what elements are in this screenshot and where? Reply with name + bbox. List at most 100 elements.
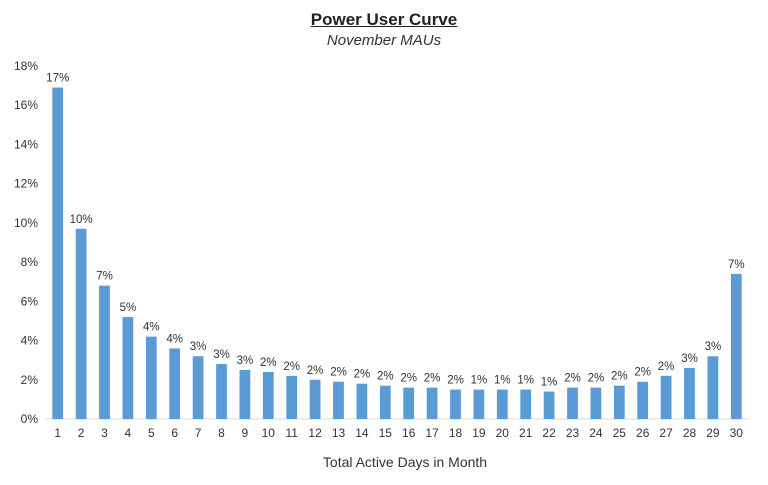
y-tick-label: 4% [21, 334, 39, 348]
bar [379, 385, 391, 419]
x-tick-label: 25 [613, 426, 627, 440]
data-label: 2% [611, 371, 628, 383]
bar [496, 389, 508, 419]
data-label: 2% [588, 373, 605, 385]
data-label: 4% [166, 333, 183, 345]
data-label: 2% [283, 361, 300, 373]
bar [286, 375, 298, 419]
x-tick-label: 22 [542, 426, 556, 440]
data-label: 1% [541, 377, 558, 389]
bar [309, 379, 321, 419]
bar [707, 356, 719, 419]
bar [333, 381, 344, 419]
x-tick-label: 23 [566, 426, 580, 440]
bar [613, 385, 625, 419]
y-tick-label: 14% [14, 137, 38, 151]
bar [403, 387, 415, 419]
data-label: 5% [120, 302, 137, 314]
y-tick-label: 10% [14, 216, 38, 230]
x-tick-label: 5 [148, 426, 155, 440]
x-tick-label: 7 [195, 426, 202, 440]
data-label: 2% [307, 365, 324, 377]
data-label: 4% [143, 322, 160, 334]
bar [730, 273, 742, 419]
data-label: 7% [96, 271, 113, 283]
data-labels-group: 17% 10% 7% 5% 4% 4% 3% 3% 3% 2% 2% 2% 2% 2% 2% 2% 2% 2% 1%… [46, 73, 744, 389]
data-label: 2% [634, 367, 651, 379]
x-tick-label: 1 [54, 426, 61, 440]
data-label: 2% [400, 373, 417, 385]
x-axis-title: Total Active Days in Month [323, 454, 487, 470]
data-label: 2% [447, 375, 464, 387]
x-tick-label: 18 [449, 426, 463, 440]
data-label: 3% [681, 353, 698, 365]
bar [239, 369, 251, 419]
data-label: 3% [237, 355, 254, 367]
y-tick-label: 16% [14, 98, 38, 112]
x-tick-label: 20 [496, 426, 510, 440]
x-tick-label: 19 [472, 426, 486, 440]
x-axis: 1 2 3 4 5 6 7 8 9 10 11 12 13 14 15 16 17 18 19 20 21 22 23 24 2… [54, 426, 743, 440]
x-tick-label: 21 [519, 426, 533, 440]
bar [216, 364, 227, 419]
data-label: 1% [517, 375, 534, 387]
bar [543, 391, 555, 419]
data-label: 2% [424, 373, 441, 385]
data-label: 1% [471, 375, 488, 387]
bar [192, 356, 204, 419]
chart-title: Power User Curve [310, 10, 458, 29]
data-label: 2% [377, 371, 394, 383]
x-tick-label: 28 [683, 426, 697, 440]
x-tick-label: 17 [425, 426, 439, 440]
bar [99, 285, 110, 419]
bar [52, 87, 64, 420]
x-tick-label: 16 [402, 426, 416, 440]
x-tick-label: 3 [101, 426, 108, 440]
y-tick-label: 0% [21, 412, 39, 426]
data-label: 7% [728, 259, 745, 271]
y-tick-label: 18% [14, 59, 38, 73]
x-tick-label: 12 [308, 426, 322, 440]
x-tick-label: 10 [262, 426, 276, 440]
x-tick-label: 9 [242, 426, 249, 440]
x-tick-label: 15 [379, 426, 393, 440]
x-tick-label: 6 [171, 426, 178, 440]
x-tick-label: 14 [355, 426, 369, 440]
bar [169, 348, 181, 419]
y-axis: 0% 2% 4% 6% 8% 10% 12% 14% 16% 18% [14, 59, 38, 426]
bar [145, 336, 157, 419]
bar [450, 389, 461, 419]
data-label: 2% [658, 361, 675, 373]
y-tick-label: 12% [14, 177, 38, 191]
bar [590, 387, 602, 419]
bar [473, 389, 485, 419]
x-tick-label: 13 [332, 426, 346, 440]
x-tick-label: 2 [78, 426, 85, 440]
data-label: 3% [213, 349, 230, 361]
data-label: 2% [564, 373, 581, 385]
data-label: 10% [70, 214, 93, 226]
bar [660, 375, 672, 419]
data-label: 17% [46, 73, 69, 85]
x-tick-label: 30 [730, 426, 744, 440]
x-tick-label: 4 [125, 426, 132, 440]
bar [567, 387, 578, 419]
data-label: 3% [705, 341, 722, 353]
bar [684, 368, 695, 419]
y-tick-label: 8% [21, 255, 39, 269]
bar [520, 389, 532, 419]
bars-group [52, 87, 742, 420]
data-label: 1% [494, 375, 511, 387]
x-tick-label: 11 [285, 426, 298, 440]
y-tick-label: 6% [21, 294, 39, 308]
bar [426, 387, 438, 419]
x-tick-label: 27 [659, 426, 673, 440]
bar [356, 383, 368, 419]
x-tick-label: 29 [706, 426, 720, 440]
chart-subtitle: November MAUs [326, 32, 442, 49]
bar [637, 381, 649, 419]
data-label: 2% [330, 367, 347, 379]
x-tick-label: 26 [636, 426, 650, 440]
